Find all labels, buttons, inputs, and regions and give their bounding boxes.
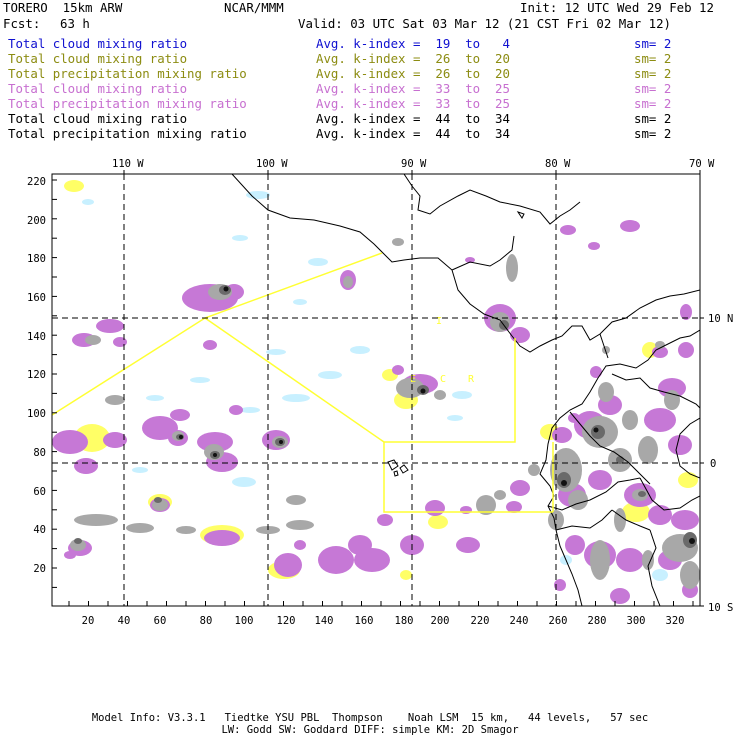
black-cloud-cores: [179, 286, 695, 544]
lon-label: 70 W: [689, 158, 715, 170]
x-tick-label: 100: [235, 615, 254, 627]
lon-label: 100 W: [256, 158, 288, 170]
legend-kindex: Avg. k-index = 26 to 20: [316, 51, 510, 66]
legend-smoothing: sm= 2: [634, 111, 672, 126]
light-blue-cloud-field: [82, 191, 668, 581]
y-tick-label: 40: [33, 524, 46, 536]
lat-lon-grid: [52, 174, 700, 606]
y-tick-label: 140: [27, 331, 46, 343]
y-tick-label: 160: [27, 292, 46, 304]
legend-field: Total precipitation mixing ratio: [8, 66, 247, 81]
y-tick-label: 120: [27, 369, 46, 381]
legend-field: Total cloud mixing ratio: [8, 36, 188, 51]
legend-field: Total cloud mixing ratio: [8, 111, 188, 126]
x-tick-label: 160: [355, 615, 374, 627]
lon-label: 90 W: [401, 158, 427, 170]
x-tick-label: 260: [549, 615, 568, 627]
forecast-hour: 63 h: [60, 16, 90, 31]
y-tick-label: 220: [27, 176, 46, 188]
legend-kindex: Avg. k-index = 44 to 34: [316, 126, 510, 141]
model-name: TORERO 15km ARW: [3, 0, 123, 15]
x-tick-label: 280: [588, 615, 607, 627]
y-tick-label: 80: [33, 447, 46, 459]
legend-smoothing: sm= 2: [634, 36, 672, 51]
region-labels: E C R I: [410, 316, 475, 385]
y-tick-label: 60: [33, 486, 46, 498]
legend-kindex: Avg. k-index = 19 to 4: [316, 36, 510, 51]
x-tick-label: 20: [82, 615, 95, 627]
axis-ticks: [52, 170, 704, 607]
forecast-label: Fcst:: [3, 16, 41, 31]
lat-label: 10 N: [708, 313, 733, 325]
x-tick-label: 300: [627, 615, 646, 627]
lat-label: 0: [710, 458, 716, 470]
model-info-line1: Model Info: V3.3.1 Tiedtke YSU PBL Thomp…: [91, 712, 649, 724]
legend-field: Total precipitation mixing ratio: [8, 96, 247, 111]
legend-field: Total cloud mixing ratio: [8, 81, 188, 96]
legend-smoothing: sm= 2: [634, 66, 672, 81]
region-letter-c: C: [440, 374, 446, 385]
map-frame: [51, 173, 701, 607]
legend-field: Total precipitation mixing ratio: [8, 126, 247, 141]
legend-smoothing: sm= 2: [634, 126, 672, 141]
legend-field: Total cloud mixing ratio: [8, 51, 188, 66]
y-tick-label: 20: [33, 563, 46, 575]
bottom-grid-index-labels: 20 40 60 80 100 120 140 160 180 200 220 …: [82, 615, 685, 627]
lon-label: 110 W: [112, 158, 144, 170]
y-tick-label: 180: [27, 253, 46, 265]
legend-kindex: Avg. k-index = 33 to 25: [316, 81, 510, 96]
x-tick-label: 80: [200, 615, 213, 627]
organization: NCAR/MMM: [224, 0, 284, 15]
x-tick-label: 140: [315, 615, 334, 627]
region-boundaries: [52, 252, 554, 513]
region-letter-e: E: [410, 374, 416, 385]
x-tick-label: 180: [395, 615, 414, 627]
lon-label: 80 W: [545, 158, 571, 170]
forecast-fields: [52, 174, 700, 606]
x-tick-label: 40: [118, 615, 131, 627]
valid-time: Valid: 03 UTC Sat 03 Mar 12 (21 CST Fri …: [298, 16, 671, 31]
x-tick-label: 220: [471, 615, 490, 627]
left-grid-index-labels: 220 200 180 160 140 120 100 80 60 40 20: [27, 176, 46, 575]
x-tick-label: 320: [666, 615, 685, 627]
x-tick-label: 240: [510, 615, 529, 627]
coastlines: [231, 174, 700, 606]
region-letter-i: I: [436, 316, 442, 327]
region-letter-r: R: [468, 374, 475, 385]
x-tick-label: 200: [431, 615, 450, 627]
top-longitude-labels: 110 W 100 W 90 W 80 W 70 W: [112, 158, 715, 170]
legend-kindex: Avg. k-index = 44 to 34: [316, 111, 510, 126]
init-time: Init: 12 UTC Wed 29 Feb 12: [520, 0, 714, 15]
x-tick-label: 120: [277, 615, 296, 627]
x-tick-label: 60: [154, 615, 167, 627]
legend-kindex: Avg. k-index = 33 to 25: [316, 96, 510, 111]
lat-label: 10 S: [708, 602, 733, 614]
model-info-line2: LW: Godd SW: Goddard DIFF: simple KM: 2D…: [221, 724, 519, 736]
legend-kindex: Avg. k-index = 26 to 20: [316, 66, 510, 81]
legend-smoothing: sm= 2: [634, 96, 672, 111]
right-latitude-labels: 10 N 0 10 S: [708, 313, 733, 614]
y-tick-label: 100: [27, 408, 46, 420]
legend-smoothing: sm= 2: [634, 51, 672, 66]
legend-smoothing: sm= 2: [634, 81, 672, 96]
y-tick-label: 200: [27, 215, 46, 227]
